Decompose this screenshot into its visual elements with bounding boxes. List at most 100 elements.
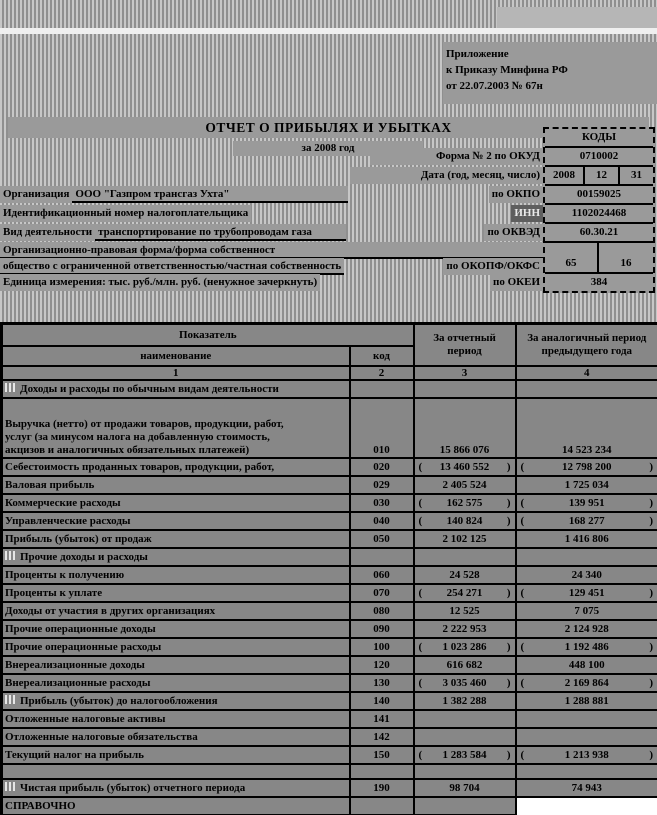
row-label-cell: Чистая прибыль (убыток) отчетного период… bbox=[0, 778, 351, 798]
row-label: Прочие операционные доходы bbox=[5, 622, 156, 635]
form-orgform-line: Организационно-правовая форма/форма собс… bbox=[0, 242, 543, 259]
row-code-cell: 150 bbox=[348, 745, 415, 765]
form-date-line: Дата (год, месяц, число) bbox=[350, 167, 543, 184]
appendix-line: от 22.07.2003 № 67н bbox=[446, 80, 543, 92]
paren-close: ) bbox=[649, 514, 654, 527]
header-col4: За аналогичный период предыдущего года bbox=[514, 322, 657, 367]
row-label: Текущий налог на прибыль bbox=[5, 748, 145, 761]
row-value: 1 416 806 bbox=[564, 532, 609, 545]
row-value: 12 798 200 bbox=[562, 460, 612, 473]
row-label: Чистая прибыль (убыток) отчетного период… bbox=[20, 781, 246, 794]
stripe-filler bbox=[320, 274, 490, 291]
value-current-period-cell: (3 035 460) bbox=[412, 673, 517, 693]
row-value: 168 277 bbox=[568, 514, 605, 527]
colnum-1: 1 bbox=[0, 365, 351, 381]
date-day-cell: 31 bbox=[631, 169, 642, 181]
value-previous-period-cell bbox=[514, 796, 657, 815]
value-previous-period-cell: (2 169 864) bbox=[514, 673, 657, 693]
row-value: 2 169 864 bbox=[564, 676, 609, 689]
row-label-cell: СПРАВОЧНО bbox=[0, 796, 351, 815]
row-label-cell: Выручка (нетто) от продажи товаров, прод… bbox=[0, 397, 351, 459]
row-code-cell: 130 bbox=[348, 673, 415, 693]
section-label-cell: Доходы и расходы по обычным видам деятел… bbox=[0, 379, 351, 399]
paren-close: ) bbox=[506, 676, 511, 689]
table-row: Выручка (нетто) от продажи товаров, прод… bbox=[0, 397, 657, 459]
row-label-cell: Отложенные налоговые обязательства bbox=[0, 727, 351, 747]
row-code-cell: 120 bbox=[348, 655, 415, 675]
value-previous-period-cell bbox=[514, 709, 657, 729]
okved-label: по ОКВЭД bbox=[484, 224, 543, 241]
row-label: Себестоимость проданных товаров, продукц… bbox=[5, 460, 275, 473]
row-label: Отложенные налоговые активы bbox=[5, 712, 166, 725]
row-value: 2 124 928 bbox=[564, 622, 609, 635]
table-row: Прочие операционные расходы 100 (1 023 286… bbox=[0, 637, 657, 657]
row-label: Проценты к уплате bbox=[5, 586, 103, 599]
row-value: 24 528 bbox=[449, 568, 480, 581]
inn-label: ИНН bbox=[511, 205, 543, 222]
value-previous-period-cell: 7 075 bbox=[514, 601, 657, 621]
okfs-code: 16 bbox=[620, 257, 632, 269]
row-code: 141 bbox=[373, 712, 390, 725]
row-label: Проценты к получению bbox=[5, 568, 125, 581]
table-header-row-1: Показатель За отчетный период За аналоги… bbox=[0, 322, 657, 367]
row-label: Доходы и расходы по обычным видам деятел… bbox=[20, 382, 279, 395]
value-previous-period-cell: 448 100 bbox=[514, 655, 657, 675]
activity-label: Вид деятельности bbox=[0, 224, 96, 241]
row-label-cell: Текущий налог на прибыль bbox=[0, 745, 351, 765]
section-label-cell: Прочие доходы и расходы bbox=[0, 547, 351, 567]
okopf-okfs-row: 65 16 bbox=[545, 243, 653, 274]
date-month-cell: 12 bbox=[585, 167, 620, 184]
row-code: 070 bbox=[373, 586, 390, 599]
row-code-cell: 029 bbox=[348, 475, 415, 495]
paren-open: ( bbox=[418, 514, 423, 527]
date-code-row: 2008 12 31 bbox=[545, 167, 653, 186]
value-current-period-cell: 98 704 bbox=[412, 778, 517, 798]
row-code-cell: 141 bbox=[348, 709, 415, 729]
okei-label: по ОКЕИ bbox=[489, 274, 543, 291]
table-row bbox=[0, 763, 657, 780]
table-row: Текущий налог на прибыль 150(1 283 584)(1… bbox=[0, 745, 657, 765]
row-value: 2 405 524 bbox=[442, 478, 487, 491]
paren-close: ) bbox=[649, 586, 654, 599]
row-code-cell bbox=[348, 796, 415, 815]
table-row: Внереализационные доходы 120 616 682 448 10… bbox=[0, 655, 657, 675]
paren-close: ) bbox=[506, 496, 511, 509]
row-label-cell: Прочие операционные доходы bbox=[0, 619, 351, 639]
row-label-cell: Управленческие расходы bbox=[0, 511, 351, 531]
row-code: 029 bbox=[373, 478, 390, 491]
form-unit-line: Единица измерения: тыс. руб./млн. руб. (… bbox=[0, 274, 543, 291]
row-label: Отложенные налоговые обязательства bbox=[5, 730, 198, 743]
row-label-cell: Прочие операционные расходы bbox=[0, 637, 351, 657]
org-label: Организация bbox=[0, 186, 73, 203]
row-label: Прочие операционные расходы bbox=[5, 640, 162, 653]
okpo-label: по ОКПО bbox=[488, 186, 543, 203]
value-current-period-cell bbox=[412, 379, 517, 399]
form-inn-line: Идентификационный номер налогоплательщик… bbox=[0, 205, 543, 222]
inn-left-label: Идентификационный номер налогоплательщик… bbox=[0, 205, 252, 222]
appendix-note: Приложение к Приказу Минфина РФ от 22.07… bbox=[443, 42, 657, 104]
table-row: Внереализационные расходы 130(3 035 460)(… bbox=[0, 673, 657, 693]
table-row: Валовая прибыль 029 2 405 524 1 725 034 bbox=[0, 475, 657, 495]
value-current-period-cell: 2 222 953 bbox=[412, 619, 517, 639]
paren-open: ( bbox=[520, 460, 525, 473]
value-current-period-cell: 24 528 bbox=[412, 565, 517, 585]
value-previous-period-cell: 14 523 234 bbox=[514, 397, 657, 459]
row-code-cell: 020 bbox=[348, 457, 415, 477]
value-previous-period-cell bbox=[514, 763, 657, 780]
table-row: Коммерческие расходы 030(162 575)(139 951… bbox=[0, 493, 657, 513]
value-current-period-cell: (1 283 584) bbox=[412, 745, 517, 765]
value-previous-period-cell: 74 943 bbox=[514, 778, 657, 798]
scan-artifact-marks bbox=[5, 781, 17, 791]
row-label-cell: Прибыль (убыток) до налогообложения bbox=[0, 691, 351, 711]
row-value: 129 451 bbox=[568, 586, 605, 599]
paren-close: ) bbox=[649, 676, 654, 689]
row-code: 030 bbox=[373, 496, 390, 509]
paren-close: ) bbox=[506, 640, 511, 653]
row-code-cell: 010 bbox=[348, 397, 415, 459]
orgform-value-field: общество с ограниченной ответственностью… bbox=[0, 258, 345, 275]
paren-open: ( bbox=[418, 640, 423, 653]
row-label: Прибыль (убыток) до налогообложения bbox=[20, 694, 218, 707]
value-current-period-cell bbox=[412, 796, 517, 815]
value-previous-period-cell: 1 416 806 bbox=[514, 529, 657, 549]
value-current-period-cell: 2 102 125 bbox=[412, 529, 517, 549]
